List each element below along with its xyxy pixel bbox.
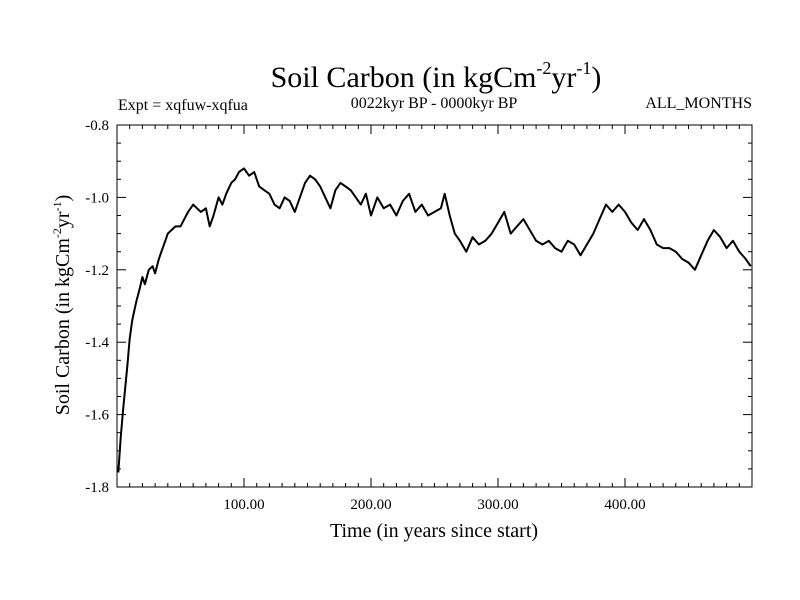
subtitle-period: 0022kyr BP - 0000kyr BP — [351, 95, 518, 112]
chart-title-main: Soil Carbon (in kgCm — [271, 61, 537, 94]
y-tick-label: -1.8 — [85, 480, 109, 496]
chart-title-sup1: -2 — [536, 58, 551, 78]
plot-frame — [116, 124, 753, 488]
x-axis-label: Time (in years since start) — [330, 520, 538, 542]
y-axis-label-sup2: -1 — [50, 201, 64, 211]
x-tick-label: 300.00 — [477, 497, 518, 513]
y-tick-label: -1.0 — [85, 190, 109, 206]
chart-title-sup2: -1 — [576, 58, 591, 78]
y-tick-label: -1.6 — [85, 408, 109, 424]
y-tick-label: -0.8 — [85, 118, 109, 134]
y-axis-label-main: Soil Carbon (in kgCm — [52, 238, 74, 416]
chart-title-mid: yr — [551, 61, 576, 94]
y-tick-label: -1.4 — [85, 335, 109, 351]
y-axis-ticks: -1.8 -1.6 -1.4 -1.2 -1.0 -0.8 — [85, 118, 752, 496]
x-tick-label: 100.00 — [223, 497, 264, 513]
chart-title-end: ) — [591, 61, 601, 94]
x-tick-label: 400.00 — [604, 497, 645, 513]
y-axis-label: Soil Carbon (in kgCm-2yr-1) — [50, 195, 74, 416]
y-axis-label-end: ) — [52, 195, 74, 202]
x-tick-label: 200.00 — [350, 497, 391, 513]
x-axis-ticks: 100.00 200.00 300.00 400.00 — [129, 125, 740, 513]
y-tick-label: -1.2 — [85, 263, 109, 279]
series-line-soil-carbon — [117, 167, 752, 473]
subtitle-months: ALL_MONTHS — [645, 95, 752, 112]
y-axis-label-mid: yr — [52, 211, 74, 228]
subtitle-experiment: Expt = xqfuw-xqfua — [118, 97, 248, 114]
y-axis-label-sup1: -2 — [50, 228, 64, 238]
chart-title: Soil Carbon (in kgCm-2yr-1) — [271, 58, 602, 94]
